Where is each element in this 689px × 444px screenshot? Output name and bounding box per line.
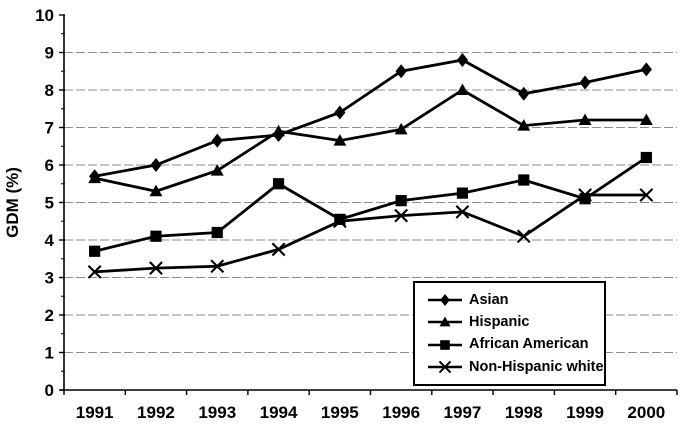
- triangle-marker: [456, 83, 469, 96]
- x-tick-label: 1998: [505, 403, 543, 422]
- x-marker: [578, 188, 592, 202]
- square-marker: [211, 226, 223, 239]
- square-marker: [518, 174, 530, 186]
- triangle-marker: [88, 171, 102, 184]
- triangle-marker: [333, 134, 347, 146]
- y-tick-label: 8: [45, 81, 54, 100]
- triangle-marker: [439, 316, 451, 327]
- x-marker-icon: [426, 359, 464, 375]
- y-tick-label: 3: [45, 269, 54, 288]
- x-tick-label: 1997: [444, 403, 482, 422]
- diamond-marker: [211, 133, 223, 148]
- square-marker: [272, 178, 285, 190]
- square-marker: [579, 193, 591, 205]
- square-marker: [89, 245, 101, 257]
- legend-label: African American: [469, 336, 589, 353]
- x-tick-label: 1999: [566, 403, 604, 422]
- y-tick-label: 0: [45, 381, 54, 400]
- series-line-hispanic: [94, 88, 647, 193]
- x-marker: [394, 208, 409, 223]
- x-marker: [332, 214, 347, 229]
- x-tick-label: 1992: [137, 403, 175, 422]
- diamond-marker: [334, 105, 346, 120]
- x-tick-label: 1994: [260, 403, 298, 422]
- diamond-marker-icon: [426, 292, 464, 308]
- legend-item-asian: Asian: [426, 292, 604, 308]
- x-tick-label: 1993: [198, 403, 236, 422]
- square-marker: [456, 187, 469, 199]
- y-tick-label: 5: [45, 194, 54, 213]
- x-marker: [149, 261, 163, 276]
- series-line-african-american: [94, 156, 648, 253]
- x-marker: [210, 259, 225, 274]
- x-tick-label: 1996: [382, 403, 420, 422]
- square-marker: [440, 339, 450, 350]
- diamond-marker: [395, 64, 407, 79]
- y-axis-title: GDM (%): [3, 167, 22, 238]
- square-marker-icon: [426, 337, 464, 353]
- x-tick-label: 1991: [76, 403, 114, 422]
- legend: Asian Hispanic African American Non-Hisp…: [413, 281, 606, 386]
- y-tick-label: 1: [45, 344, 54, 363]
- y-tick-label: 2: [45, 306, 54, 325]
- triangle-marker: [639, 113, 653, 126]
- triangle-marker: [272, 124, 285, 137]
- legend-item-african-american: African American: [426, 337, 604, 353]
- x-marker: [639, 188, 654, 202]
- y-tick-label: 10: [35, 6, 54, 25]
- square-marker: [334, 213, 346, 225]
- triangle-marker: [149, 184, 163, 197]
- triangle-marker: [578, 113, 592, 126]
- y-tick-label: 6: [45, 156, 54, 175]
- diamond-marker: [518, 86, 530, 101]
- y-tick-label: 4: [45, 231, 55, 250]
- square-marker: [395, 195, 407, 207]
- legend-label: Hispanic: [469, 314, 530, 331]
- x-tick-label: 1995: [321, 403, 359, 422]
- legend-item-hispanic: Hispanic: [426, 314, 604, 330]
- y-tick-label: 7: [45, 119, 54, 138]
- x-marker: [455, 204, 470, 219]
- square-marker: [150, 230, 162, 242]
- legend-label: Asian: [469, 291, 509, 308]
- triangle-marker: [394, 122, 408, 135]
- diamond-marker: [456, 53, 469, 67]
- triangle-marker: [517, 119, 531, 131]
- x-marker: [271, 242, 286, 257]
- diamond-marker: [640, 62, 652, 77]
- square-marker: [640, 151, 652, 164]
- diamond-marker: [579, 75, 591, 90]
- x-tick-label: 2000: [627, 403, 665, 422]
- x-marker: [516, 229, 531, 244]
- series-line-non-hispanic-white: [94, 193, 647, 274]
- triangle-marker-icon: [426, 314, 464, 330]
- diamond-marker: [440, 294, 450, 307]
- series-line-asian: [94, 58, 647, 178]
- x-marker: [438, 360, 452, 373]
- legend-label: Non-Hispanic white: [469, 358, 604, 375]
- diamond-marker: [150, 158, 162, 172]
- legend-item-non-hispanic-white: Non-Hispanic white: [426, 359, 604, 375]
- triangle-marker: [210, 164, 224, 176]
- x-marker: [87, 264, 102, 279]
- y-tick-label: 9: [45, 44, 54, 63]
